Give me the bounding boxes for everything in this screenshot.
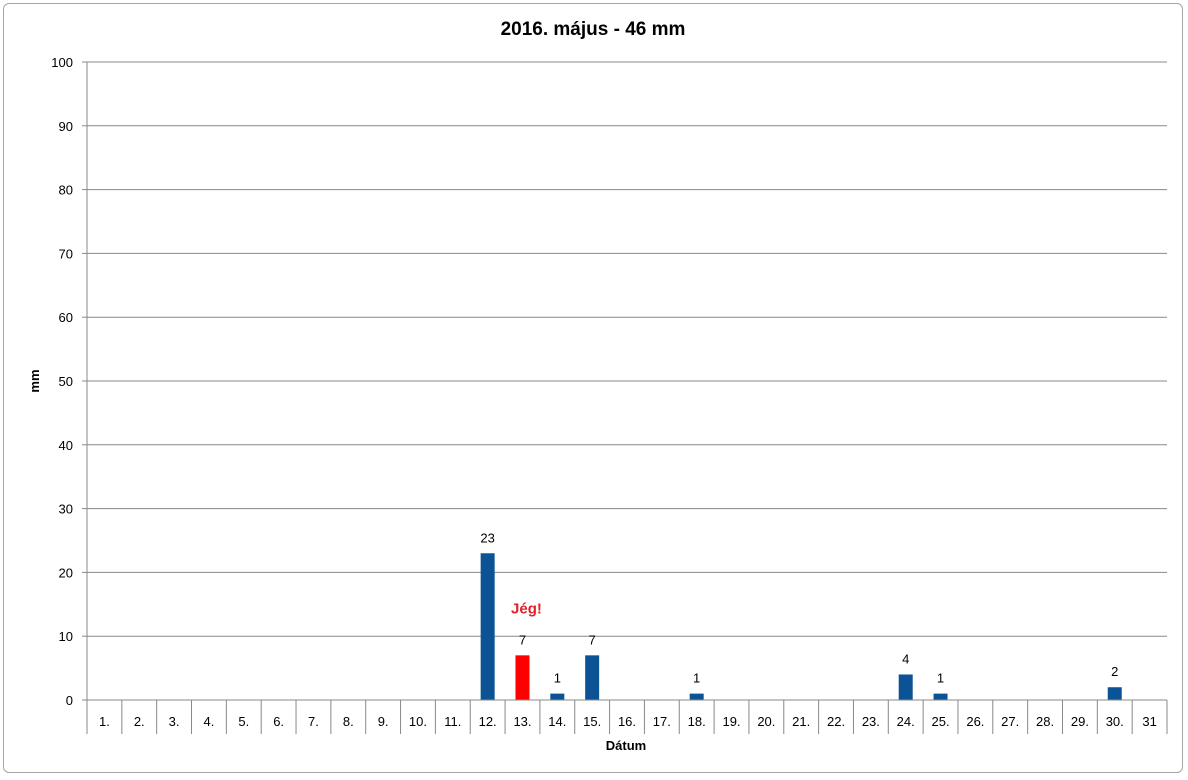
x-tick-label: 30. — [1106, 714, 1124, 729]
x-tick-label: 8. — [343, 714, 354, 729]
x-tick-label: 28. — [1036, 714, 1054, 729]
data-label: 2 — [1111, 664, 1118, 679]
bar — [550, 693, 565, 700]
x-tick-label: 9. — [378, 714, 389, 729]
x-tick-label: 24. — [897, 714, 915, 729]
data-label: 1 — [554, 671, 561, 686]
y-tick-label: 0 — [66, 693, 73, 708]
x-tick-label: 6. — [273, 714, 284, 729]
x-tick-label: 23. — [862, 714, 880, 729]
x-axis-label: Dátum — [606, 738, 646, 753]
x-tick-label: 14. — [548, 714, 566, 729]
gridlines — [87, 61, 1167, 637]
y-tick-label: 70 — [59, 246, 73, 261]
x-tick-label: 18. — [688, 714, 706, 729]
x-tick-label: 25. — [932, 714, 950, 729]
axes — [82, 61, 1168, 734]
x-tick-label: 12. — [479, 714, 497, 729]
y-tick-label: 10 — [59, 629, 73, 644]
x-tick-label: 16. — [618, 714, 636, 729]
annotation-label: Jég! — [511, 601, 542, 618]
x-tick-label: 2. — [134, 714, 145, 729]
y-tick-label: 40 — [59, 438, 73, 453]
chart-title: 2016. május - 46 mm — [501, 19, 686, 40]
x-tick-label: 11. — [444, 714, 461, 729]
x-tick-label: 15. — [583, 714, 601, 729]
data-label: 23 — [480, 530, 494, 545]
y-tick-label: 30 — [59, 502, 73, 517]
bar — [515, 655, 530, 700]
y-axis-label: mm — [27, 369, 42, 392]
data-label: 1 — [693, 671, 700, 686]
bar — [585, 655, 600, 700]
x-tick-label: 1. — [99, 714, 110, 729]
bar — [1107, 687, 1122, 700]
x-tick-label: 29. — [1071, 714, 1089, 729]
chart-frame — [3, 3, 1183, 773]
bar — [898, 674, 913, 700]
y-tick-label: 60 — [59, 310, 73, 325]
x-tick-label: 3. — [169, 714, 180, 729]
bars — [480, 553, 1122, 700]
x-tick-label: 7. — [308, 714, 319, 729]
x-tick-label: 27. — [1001, 714, 1019, 729]
y-tick-label: 90 — [59, 119, 73, 134]
x-tick-label: 21. — [792, 714, 810, 729]
x-tick-label: 4. — [204, 714, 215, 729]
bar — [933, 693, 948, 700]
x-tick-label: 20. — [757, 714, 775, 729]
x-tick-label: 19. — [722, 714, 740, 729]
data-label: 7 — [519, 632, 526, 647]
x-tick-label: 5. — [238, 714, 249, 729]
x-tick-label: 26. — [966, 714, 984, 729]
y-tick-label: 20 — [59, 565, 73, 580]
data-label: 7 — [589, 632, 596, 647]
x-tick-label: 10. — [409, 714, 427, 729]
y-tick-label: 80 — [59, 183, 73, 198]
bar — [480, 553, 495, 700]
y-tick-label: 50 — [59, 374, 73, 389]
x-tick-label: 13. — [513, 714, 531, 729]
x-tick-label: 31 — [1142, 714, 1156, 729]
x-tick-label: 17. — [653, 714, 671, 729]
data-label: 4 — [902, 651, 909, 666]
x-tick-label: 22. — [827, 714, 845, 729]
bar — [689, 693, 704, 700]
y-tick-label: 100 — [51, 55, 73, 70]
data-label: 1 — [937, 671, 944, 686]
